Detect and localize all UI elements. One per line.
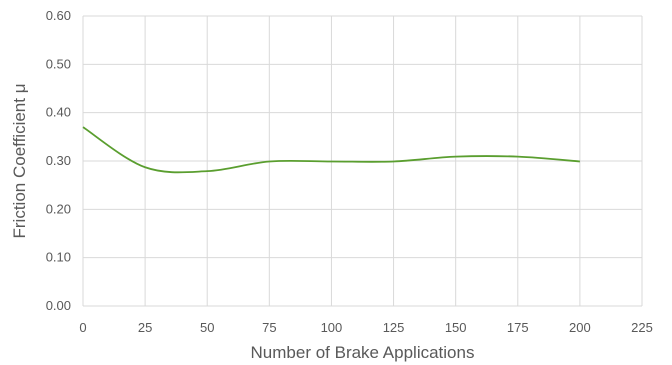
x-tick-label: 75 — [262, 320, 276, 335]
y-axis-tick-labels: 0.00 0.10 0.20 0.30 0.40 0.50 0.60 — [46, 8, 71, 313]
y-tick-label: 0.50 — [46, 56, 71, 71]
y-tick-label: 0.40 — [46, 105, 71, 120]
x-axis-tick-labels: 0 25 50 75 100 125 150 175 200 225 — [79, 320, 652, 335]
y-tick-label: 0.30 — [46, 153, 71, 168]
y-tick-label: 0.00 — [46, 298, 71, 313]
x-tick-label: 25 — [138, 320, 152, 335]
series-line — [82, 126, 580, 174]
x-tick-label: 175 — [507, 320, 529, 335]
x-tick-label: 125 — [383, 320, 405, 335]
y-tick-label: 0.10 — [46, 250, 71, 265]
x-tick-label: 100 — [321, 320, 343, 335]
y-tick-label: 0.60 — [46, 8, 71, 23]
data-series — [82, 126, 580, 174]
y-axis-title: Friction Coefficient μ — [10, 84, 29, 239]
x-tick-label: 225 — [631, 320, 653, 335]
x-tick-label: 150 — [445, 320, 467, 335]
y-tick-label: 0.20 — [46, 201, 71, 216]
x-tick-label: 200 — [569, 320, 591, 335]
x-tick-label: 50 — [200, 320, 214, 335]
x-axis-title: Number of Brake Applications — [251, 343, 475, 362]
x-tick-label: 0 — [79, 320, 86, 335]
